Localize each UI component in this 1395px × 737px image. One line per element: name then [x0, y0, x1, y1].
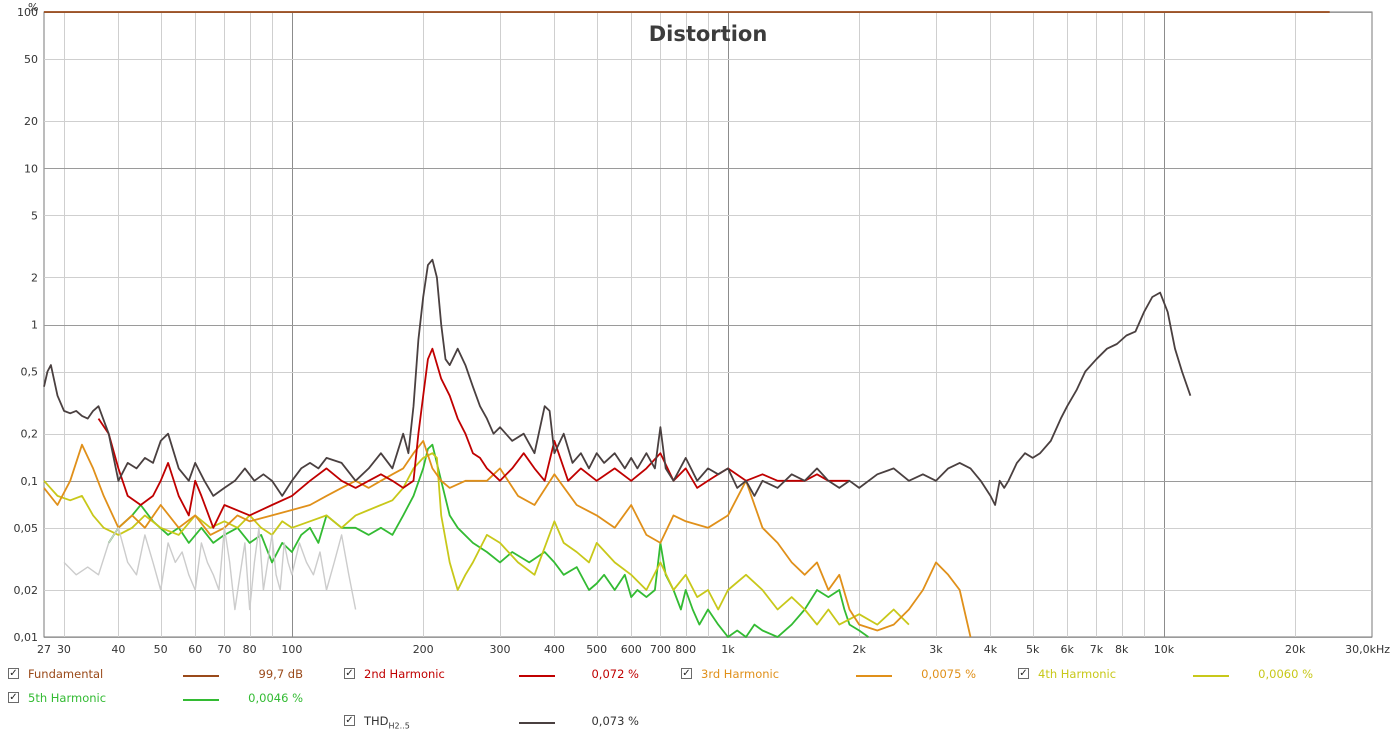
legend-3rd-harmonic[interactable]: ✓ 3rd Harmonic 0,0075 %: [681, 666, 1001, 684]
series-line-2nd-harmonic: [97, 347, 850, 529]
y-tick-label: 0,05: [14, 522, 39, 535]
x-tick-label: 6k: [1061, 643, 1075, 656]
x-tick-label: 7k: [1090, 643, 1104, 656]
legend-swatch-3rd-harmonic: [856, 675, 892, 677]
x-tick-label: 4k: [984, 643, 998, 656]
x-tick-label: 700: [650, 643, 671, 656]
y-tick-label: 100: [17, 6, 38, 19]
x-tick-label: 800: [675, 643, 696, 656]
x-tick-label: 30: [57, 643, 71, 656]
x-tick-label: 2k: [853, 643, 867, 656]
x-tick-label: 100: [281, 643, 302, 656]
legend-value-3rd-harmonic: 0,0075 %: [921, 667, 976, 681]
x-tick-label: 10k: [1154, 643, 1175, 656]
legend-label-thd: THDH2..5: [364, 714, 410, 730]
y-tick-label: 0,02: [14, 584, 39, 597]
legend-label-thd-text: THD: [364, 714, 389, 728]
legend-value-4th-harmonic: 0,0060 %: [1258, 667, 1313, 681]
y-tick-label: 0,5: [21, 366, 39, 379]
legend-label-4th-harmonic: 4th Harmonic: [1038, 667, 1117, 681]
x-tick-label: 27: [37, 643, 51, 656]
y-tick-label: 0,01: [14, 631, 39, 644]
legend-swatch-2nd-harmonic: [519, 675, 555, 677]
x-tick-label: 50: [154, 643, 168, 656]
x-tick-label: 400: [544, 643, 565, 656]
x-tick-label: 600: [621, 643, 642, 656]
x-tick-label: 20k: [1285, 643, 1306, 656]
y-tick-label: 5: [31, 209, 38, 222]
series-line-5th-harmonic: [107, 443, 869, 638]
legend-2nd-harmonic[interactable]: ✓ 2nd Harmonic 0,072 %: [344, 666, 664, 684]
distortion-chart: 27 30 40 50 60 70 80 100 200 300 400 500 600 700 800 1k…: [14, 1, 1391, 656]
x-tick-label: 5k: [1026, 643, 1040, 656]
legend-value-thd: 0,073 %: [591, 714, 639, 728]
x-tick-label: 3k: [929, 643, 943, 656]
y-tick-label: 50: [24, 53, 38, 66]
legend-label-fundamental: Fundamental: [28, 667, 104, 681]
x-tick-label: 40: [111, 643, 125, 656]
checkbox-4th-harmonic[interactable]: ✓: [1018, 668, 1029, 679]
x-tick-label: 500: [586, 643, 607, 656]
y-tick-label: 0,2: [21, 428, 39, 441]
y-tick-label: 20: [24, 115, 38, 128]
legend-value-fundamental: 99,7 dB: [258, 667, 303, 681]
checkbox-5th-harmonic[interactable]: ✓: [8, 692, 19, 703]
legend-value-5th-harmonic: 0,0046 %: [248, 691, 303, 705]
grid: [43, 11, 1373, 638]
legend-value-2nd-harmonic: 0,072 %: [591, 667, 639, 681]
series-line-3rd-harmonic: [43, 439, 972, 638]
y-axis-label: %: [28, 1, 38, 14]
legend-swatch-4th-harmonic: [1193, 675, 1229, 677]
legend-5th-harmonic[interactable]: ✓ 5th Harmonic 0,0046 %: [8, 690, 328, 708]
series-line-thd-overlay: [63, 527, 357, 611]
y-tick-label: 0,1: [21, 475, 39, 488]
legend-4th-harmonic[interactable]: ✓ 4th Harmonic 0,0060 %: [1018, 666, 1338, 684]
checkbox-fundamental[interactable]: ✓: [8, 668, 19, 679]
x-tick-label: 300: [489, 643, 510, 656]
legend-swatch-5th-harmonic: [183, 699, 219, 701]
series-line-thd: [43, 258, 1192, 506]
y-tick-label: 10: [24, 162, 38, 175]
x-tick-label: 1k: [721, 643, 735, 656]
x-tick-label: 70: [217, 643, 231, 656]
chart-title: Distortion: [649, 22, 768, 46]
legend-fundamental[interactable]: ✓ Fundamental 99,7 dB: [8, 666, 328, 684]
checkbox-2nd-harmonic[interactable]: ✓: [344, 668, 355, 679]
y-tick-label: 1: [31, 319, 38, 332]
legend: ✓ Fundamental 99,7 dB ✓ 2nd Harmonic 0,0…: [0, 663, 1395, 737]
x-tick-label: 8k: [1115, 643, 1129, 656]
legend-thd[interactable]: ✓ THDH2..5 0,073 %: [344, 713, 664, 731]
series-lines: [43, 11, 1330, 638]
tick-labels: 27 30 40 50 60 70 80 100 200 300 400 500 600 700 800 1k…: [14, 6, 1391, 656]
x-tick-label: 60: [188, 643, 202, 656]
legend-label-3rd-harmonic: 3rd Harmonic: [701, 667, 780, 681]
y-tick-label: 2: [31, 271, 38, 284]
legend-swatch-thd: [519, 722, 555, 724]
checkbox-3rd-harmonic[interactable]: ✓: [681, 668, 692, 679]
x-tick-label: 80: [243, 643, 257, 656]
legend-label-5th-harmonic: 5th Harmonic: [28, 691, 107, 705]
legend-label-2nd-harmonic: 2nd Harmonic: [364, 667, 445, 681]
x-tick-label: 30,0kHz: [1345, 643, 1390, 656]
x-tick-label: 200: [413, 643, 434, 656]
legend-swatch-fundamental: [183, 675, 219, 677]
checkbox-thd[interactable]: ✓: [344, 715, 355, 726]
legend-label-thd-sub: H2..5: [388, 721, 410, 731]
